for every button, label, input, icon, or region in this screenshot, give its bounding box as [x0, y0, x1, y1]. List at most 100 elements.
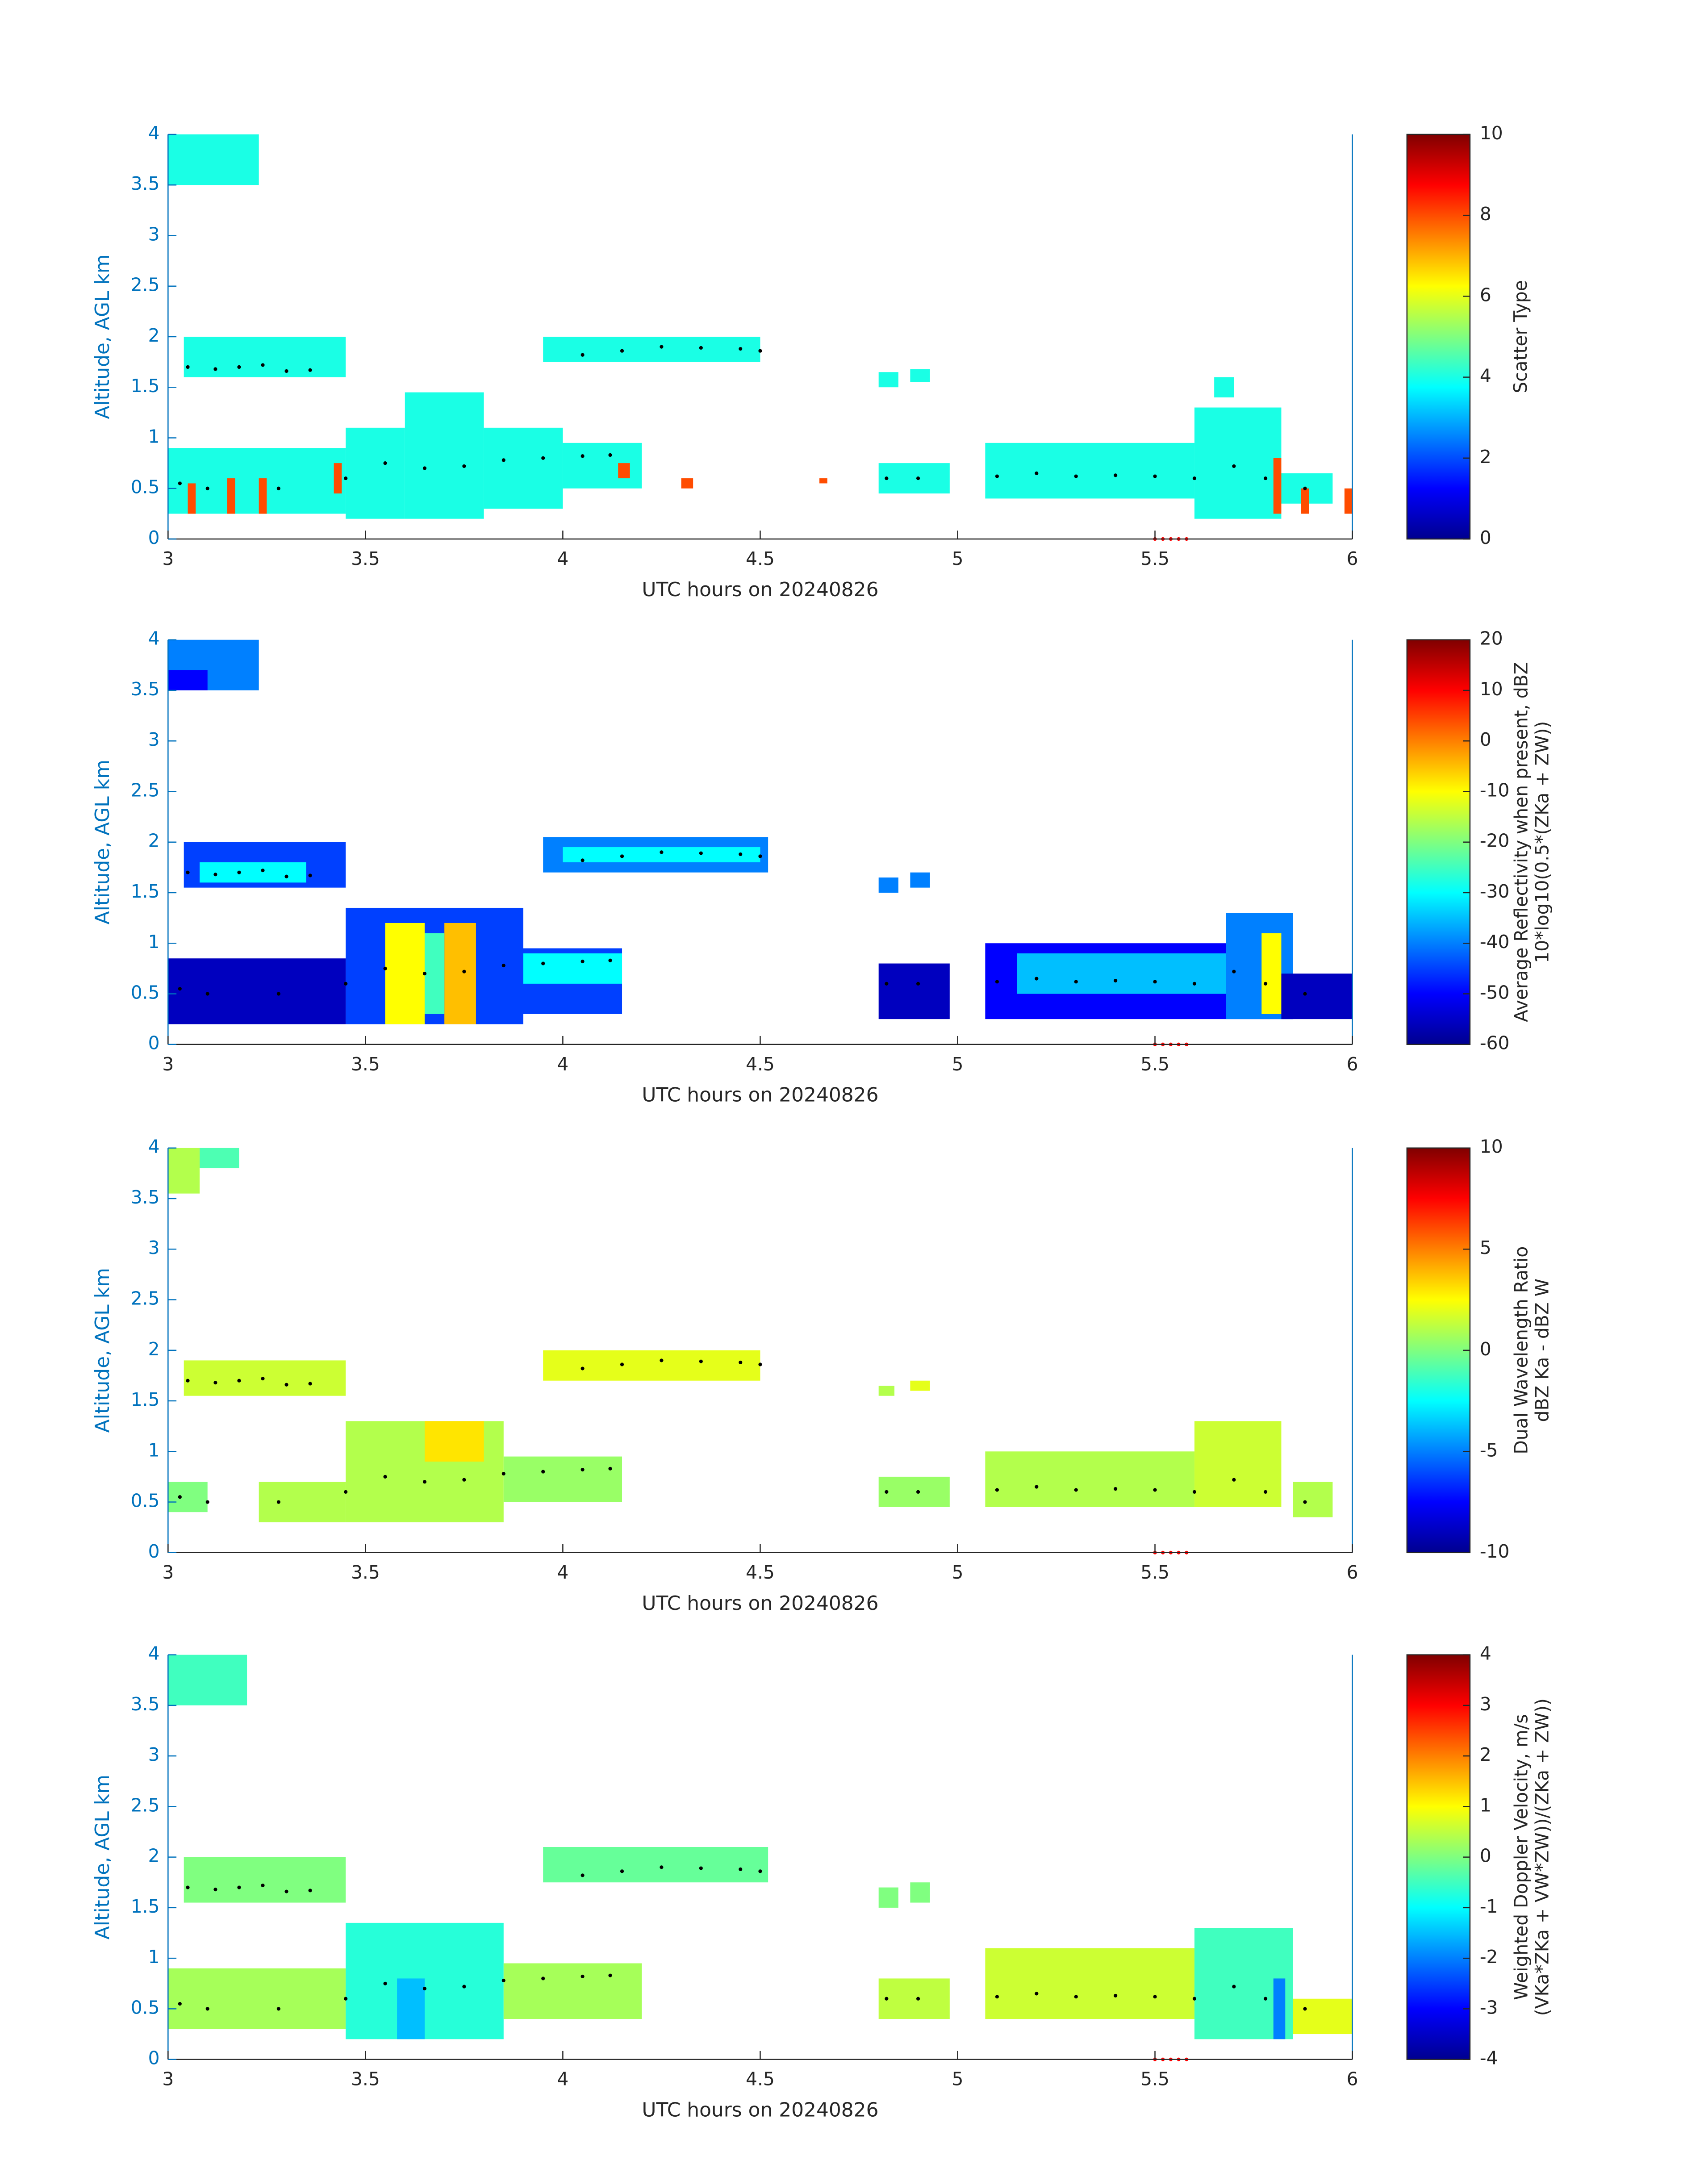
x-tick-label: 4.5	[746, 1562, 775, 1583]
marker-dot	[699, 1359, 703, 1363]
heat-cell	[168, 1482, 208, 1513]
heat-cell	[1261, 933, 1282, 1014]
colorbar-tick-label: 0	[1480, 729, 1491, 750]
heat-cell	[200, 862, 306, 883]
x-tick-label: 5	[952, 1053, 964, 1075]
heat-cell	[385, 923, 425, 1024]
marker-dot	[660, 850, 664, 854]
y-tick-label: 1	[148, 426, 160, 447]
marker-dot	[1114, 473, 1118, 477]
colorbar-tick-label: 10	[1480, 678, 1503, 700]
y-tick-label: 0.5	[131, 1490, 160, 1512]
marker-dot	[501, 1978, 505, 1983]
heat-cell	[523, 953, 622, 984]
heat-cell	[405, 392, 484, 519]
marker-dot	[178, 1495, 182, 1499]
heat-cell	[168, 1655, 247, 1705]
marker-dot	[660, 345, 664, 349]
y-tick-label: 4	[148, 628, 160, 649]
heat-cell	[910, 872, 930, 888]
heat-cell	[1344, 488, 1353, 514]
panel: 3 3.5 4 4.5 5 5.5 6 0 0.5 1 1.5 2 2.5 3 3.5 4 UTC hours …	[91, 628, 1553, 1107]
marker-dot	[739, 347, 743, 351]
y-tick-label: 1	[148, 1946, 160, 1968]
marker-dot	[422, 466, 427, 470]
panel: 3 3.5 4 4.5 5 5.5 6 0 0.5 1 1.5 2 2.5 3 3.5 4 UTC hours …	[91, 122, 1531, 601]
colorbar-label: Scatter Type	[1510, 280, 1531, 393]
x-tick-label: 5.5	[1140, 1562, 1169, 1583]
y-tick-label: 3.5	[131, 1187, 160, 1208]
colorbar-tick-label: 6	[1480, 284, 1491, 305]
marker-dot	[699, 346, 703, 350]
colorbar-label: Average Reflectivity when present, dBZ	[1510, 662, 1532, 1022]
marker-dot	[608, 1973, 612, 1977]
marker-dot	[501, 963, 505, 968]
marker-dot	[178, 481, 182, 485]
colorbar-tick-label: -60	[1480, 1032, 1510, 1054]
y-tick-label: 4	[148, 1643, 160, 1664]
marker-dot	[261, 363, 265, 367]
y-axis-label: Altitude, AGL km	[91, 1775, 114, 1939]
colorbar-label: (VKa*ZKa + VW*ZW))/(ZKa + ZW))	[1532, 1698, 1553, 2016]
heat-cell	[878, 963, 950, 1020]
marker-dot	[1114, 978, 1118, 983]
heat-cell	[1281, 974, 1353, 1020]
x-tick-label: 3.5	[351, 1562, 380, 1583]
y-tick-label: 3	[148, 223, 160, 245]
heat-cell	[878, 1978, 950, 2019]
y-tick-label: 0.5	[131, 476, 160, 498]
marker-dot	[1153, 1488, 1157, 1492]
heat-cell	[1194, 1421, 1282, 1507]
y-tick-label: 3.5	[131, 678, 160, 700]
marker-dot	[186, 1885, 190, 1889]
x-axis-label: UTC hours on 20240826	[642, 1084, 878, 1107]
marker-dot	[422, 972, 427, 976]
heat-cell	[259, 1482, 346, 1522]
marker-dot	[186, 870, 190, 874]
marker-dot	[344, 1490, 348, 1494]
marker-dot	[1192, 982, 1197, 986]
heat-cell	[878, 877, 898, 893]
marker-dot	[1264, 1997, 1268, 2001]
marker-dot	[178, 2002, 182, 2006]
marker-dot	[580, 1873, 585, 1877]
marker-dot	[501, 1472, 505, 1476]
x-tick-label: 4.5	[746, 2068, 775, 2090]
marker-dot	[308, 1889, 312, 1893]
marker-dot	[608, 453, 612, 457]
marker-dot	[213, 1381, 217, 1385]
marker-dot	[580, 454, 585, 458]
y-tick-label: 1	[148, 931, 160, 953]
marker-dot	[916, 1490, 920, 1494]
marker-dot	[501, 458, 505, 462]
marker-dot	[1153, 1995, 1157, 1999]
marker-dot	[1264, 1490, 1268, 1494]
marker-dot	[580, 1974, 585, 1978]
marker-dot	[1035, 977, 1039, 981]
x-axis-label: UTC hours on 20240826	[642, 578, 878, 601]
marker-dot	[308, 1382, 312, 1386]
colorbar-tick-label: 2	[1480, 446, 1491, 468]
y-tick-label: 3.5	[131, 173, 160, 194]
marker-dot	[758, 349, 762, 353]
marker-dot	[1192, 476, 1197, 481]
heat-cell	[168, 134, 259, 185]
marker-dot	[462, 969, 466, 974]
marker-dot	[205, 1500, 209, 1504]
marker-dot	[660, 1358, 664, 1362]
x-tick-label: 4	[557, 1053, 568, 1075]
heat-cell	[543, 1847, 768, 1883]
marker-dot	[308, 873, 312, 877]
y-tick-label: 1.5	[131, 1389, 160, 1410]
colorbar-tick-label: 0	[1480, 527, 1491, 548]
y-tick-label: 2.5	[131, 274, 160, 296]
marker-dot	[699, 851, 703, 855]
marker-dot	[1074, 1488, 1078, 1492]
heat-cell	[985, 443, 1194, 499]
y-tick-label: 1.5	[131, 375, 160, 397]
marker-dot	[1264, 476, 1268, 481]
colorbar-tick-label: 5	[1480, 1237, 1491, 1258]
heat-cell	[168, 958, 346, 1024]
x-tick-label: 4	[557, 1562, 568, 1583]
